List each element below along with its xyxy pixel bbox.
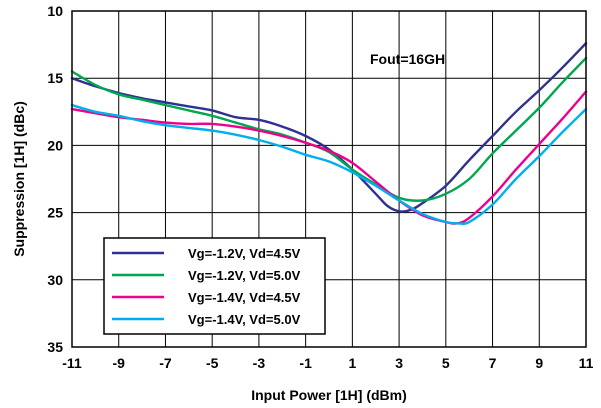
legend-label: Vg=-1.4V, Vd=5.0V: [188, 312, 301, 327]
grid: [72, 11, 586, 347]
x-tick-label: 1: [348, 355, 356, 371]
x-tick-label: 5: [442, 355, 450, 371]
plot-frame: [71, 10, 587, 348]
fout-annotation: Fout=16GH: [370, 51, 445, 67]
series-line-4: [70, 103, 588, 226]
x-tick-label: -7: [159, 355, 172, 371]
x-tick-label: -9: [113, 355, 126, 371]
y-tick-label: 15: [47, 70, 63, 86]
y-tick-label: 35: [47, 339, 63, 355]
x-tick-label: -11: [62, 355, 82, 371]
y-tick-label: 10: [47, 3, 63, 19]
legend: Vg=-1.2V, Vd=4.5V Vg=-1.2V, Vd=5.0V Vg=-1.…: [103, 237, 326, 335]
legend-label: Vg=-1.4V, Vd=4.5V: [188, 290, 301, 305]
legend-label: Vg=-1.2V, Vd=4.5V: [188, 246, 301, 261]
legend-label: Vg=-1.2V, Vd=5.0V: [188, 268, 301, 283]
y-tick-label: 20: [47, 137, 63, 153]
x-tick-label: -5: [206, 355, 219, 371]
y-tick-label: 30: [47, 272, 63, 288]
x-tick-label: -3: [253, 355, 266, 371]
x-axis-title: Input Power [1H] (dBm): [251, 387, 407, 403]
x-tick-label: 11: [579, 355, 594, 371]
x-tick-label: 3: [395, 355, 403, 371]
x-tick-label: 7: [489, 355, 497, 371]
x-tick-label: -1: [299, 355, 312, 371]
series-line-3: [70, 90, 588, 225]
y-tick-label: 25: [47, 205, 63, 221]
series-lines: [70, 42, 588, 226]
x-tick-label: 9: [535, 355, 543, 371]
y-axis-title: Suppression [1H] (dBc): [11, 101, 27, 257]
series-line-2: [70, 56, 588, 202]
